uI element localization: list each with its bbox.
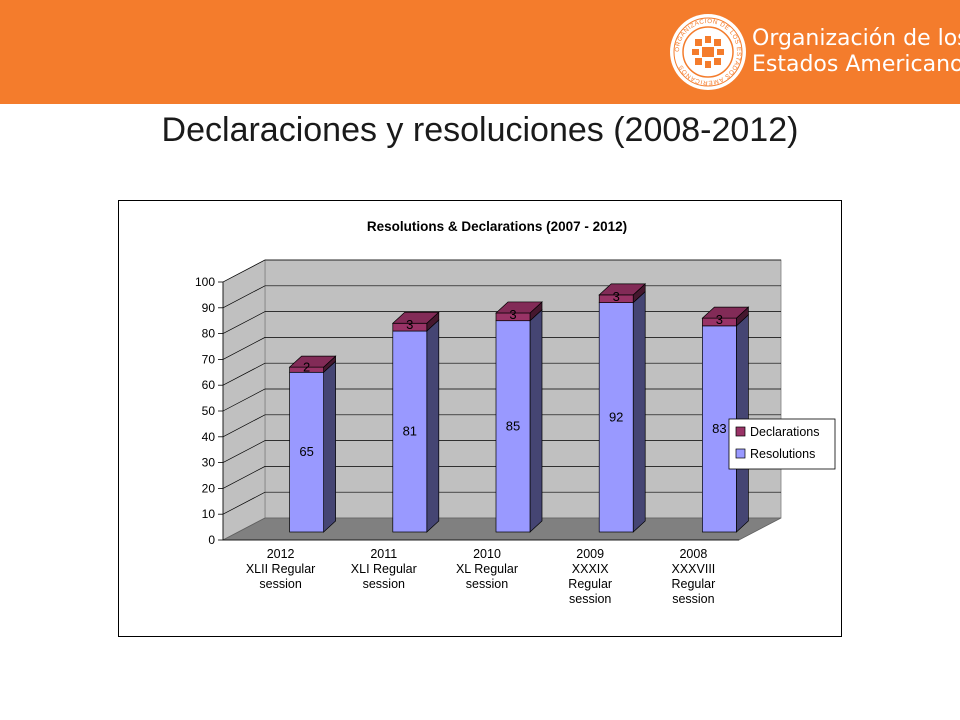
x-category-label: XXXVIII	[672, 562, 716, 576]
x-category-label: 2011	[370, 547, 397, 561]
bar-top-declarations	[391, 311, 440, 324]
x-category-label: 2008	[679, 547, 707, 561]
x-category-label: session	[363, 577, 405, 591]
chart-legend: Declarations Resolutions	[728, 418, 836, 470]
x-category-label: XLI Regular	[351, 562, 417, 576]
x-category-label: Regular	[568, 577, 612, 591]
y-tick-label: 60	[202, 378, 216, 392]
data-label-declarations: 3	[716, 312, 723, 327]
y-tick-label: 0	[208, 533, 215, 547]
bar-side-resolutions	[632, 290, 646, 533]
org-name-line1: Organización de los	[752, 26, 960, 51]
bar-resolutions	[495, 320, 531, 533]
oas-seal-logo: ORGANIZACION DE LOS ESTADOS AMERICANOS	[670, 14, 746, 90]
legend-swatch-resolutions	[735, 448, 746, 459]
data-label-declarations: 3	[613, 289, 620, 304]
chart-frame: Resolutions & Declarations (2007 - 2012)…	[118, 200, 842, 637]
bar-top-declarations	[701, 306, 750, 319]
x-category-label: session	[569, 592, 611, 606]
x-category-label: XXXIX	[572, 562, 609, 576]
data-label-resolutions: 92	[609, 409, 623, 424]
organization-name: Organización de los Estados Americanos	[752, 26, 960, 78]
y-tick-label: 80	[202, 327, 216, 341]
slide-title: Declaraciones y resoluciones (2008-2012)	[161, 111, 799, 149]
y-tick-label: 30	[202, 456, 216, 470]
org-name-line2: Estados Americanos	[752, 52, 960, 77]
x-category-label: session	[259, 577, 301, 591]
x-category-label: 2012	[267, 547, 295, 561]
y-tick-label: 40	[202, 430, 216, 444]
y-tick-label: 50	[202, 404, 216, 418]
y-tick-label: 70	[202, 352, 216, 366]
data-label-resolutions: 85	[506, 418, 520, 433]
x-category-label: session	[466, 577, 508, 591]
bar-top-declarations	[288, 355, 337, 368]
x-category-label: 2010	[473, 547, 501, 561]
data-label-resolutions: 83	[712, 421, 726, 436]
x-category-label: 2009	[576, 547, 604, 561]
y-tick-label: 90	[202, 301, 216, 315]
data-label-declarations: 2	[303, 360, 310, 375]
bar-side-resolutions	[426, 319, 440, 533]
bar-resolutions	[289, 371, 324, 533]
bar-top-declarations	[495, 301, 543, 314]
stacked-bar-chart: Resolutions & Declarations (2007 - 2012)…	[195, 219, 836, 606]
x-category-label: XLII Regular	[246, 562, 315, 576]
data-label-declarations: 3	[406, 317, 413, 332]
x-category-label: XL Regular	[456, 562, 518, 576]
bar-resolutions	[392, 330, 428, 533]
legend-box	[728, 418, 836, 470]
x-category-label: Regular	[672, 577, 716, 591]
header-bar: ORGANIZACION DE LOS ESTADOS AMERICANOS O…	[0, 0, 960, 104]
data-label-resolutions: 65	[299, 444, 313, 459]
bar-side-resolutions	[323, 360, 336, 533]
data-label-declarations: 3	[509, 307, 516, 322]
y-tick-label: 10	[202, 507, 216, 521]
data-label-resolutions: 81	[403, 424, 417, 439]
legend-label-resolutions: Resolutions	[750, 447, 815, 461]
bar-side-resolutions	[529, 308, 543, 533]
bar-top-declarations	[598, 283, 647, 296]
bar-resolutions	[598, 302, 634, 533]
legend-label-declarations: Declarations	[750, 425, 819, 439]
gridline	[222, 259, 781, 283]
chart-title: Resolutions & Declarations (2007 - 2012)	[367, 219, 627, 234]
y-tick-label: 100	[195, 275, 215, 289]
y-tick-label: 20	[202, 481, 216, 495]
legend-swatch-declarations	[735, 426, 746, 437]
x-category-label: session	[672, 592, 714, 606]
